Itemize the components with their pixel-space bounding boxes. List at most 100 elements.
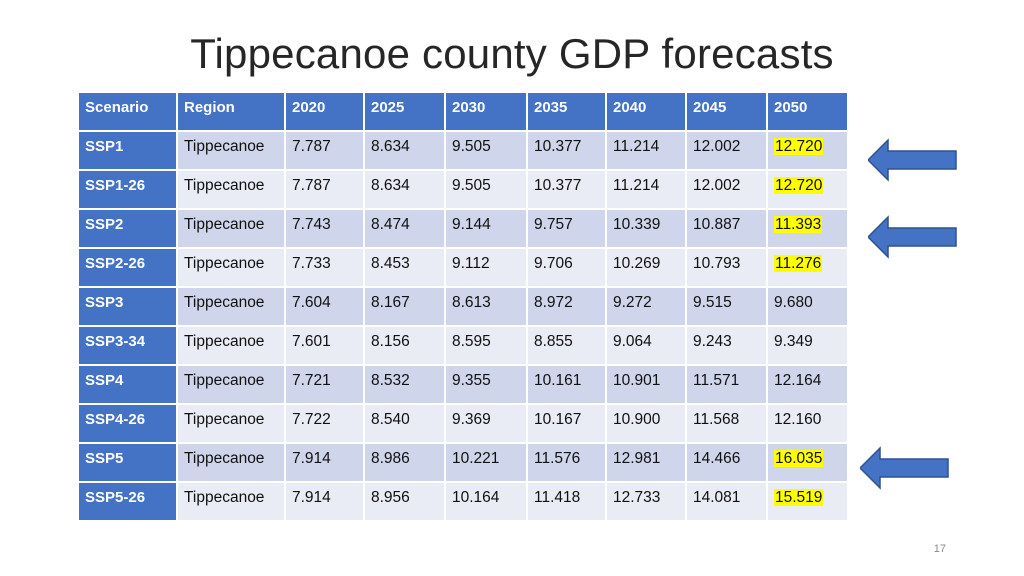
cell-2030: 10.164 (444, 481, 528, 522)
cell-region: Tippecanoe (176, 403, 286, 444)
cell-2030: 9.355 (444, 364, 528, 405)
table-row: SSP5 Tippecanoe 7.914 8.986 10.221 11.576 12.9… (77, 442, 849, 483)
cell-region: Tippecanoe (176, 130, 286, 171)
cell-2045: 14.081 (685, 481, 768, 522)
table-row: SSP1-26 Tippecanoe 7.787 8.634 9.505 10.377 11… (77, 169, 849, 210)
header-2045: 2045 (685, 91, 768, 132)
cell-2035: 8.972 (526, 286, 607, 327)
cell-2040: 9.272 (605, 286, 687, 327)
cell-2030: 8.595 (444, 325, 528, 366)
cell-2050: 9.349 (766, 325, 849, 366)
table-row: SSP4-26 Tippecanoe 7.722 8.540 9.369 10.167 10… (77, 403, 849, 444)
header-2050: 2050 (766, 91, 849, 132)
cell-2050: 12.720 (766, 130, 849, 171)
highlighted-value: 11.393 (774, 216, 823, 233)
arrow-left-icon (860, 446, 949, 490)
cell-2030: 9.505 (444, 130, 528, 171)
cell-scenario: SSP2 (77, 208, 178, 249)
highlighted-value: 11.276 (774, 255, 823, 272)
cell-scenario: SSP4-26 (77, 403, 178, 444)
cell-2025: 8.956 (363, 481, 446, 522)
cell-2025: 8.540 (363, 403, 446, 444)
cell-2030: 9.144 (444, 208, 528, 249)
header-region: Region (176, 91, 286, 132)
cell-2050: 9.680 (766, 286, 849, 327)
cell-2040: 10.339 (605, 208, 687, 249)
cell-2040: 10.269 (605, 247, 687, 288)
highlighted-value: 16.035 (774, 450, 824, 467)
table-row: SSP4 Tippecanoe 7.721 8.532 9.355 10.161 10.90… (77, 364, 849, 405)
cell-2045: 12.002 (685, 130, 768, 171)
cell-2045: 10.887 (685, 208, 768, 249)
table-row: SSP2-26 Tippecanoe 7.733 8.453 9.112 9.706 10.… (77, 247, 849, 288)
cell-2020: 7.604 (284, 286, 365, 327)
page-number: 17 (933, 543, 946, 555)
cell-2020: 7.787 (284, 169, 365, 210)
cell-2025: 8.474 (363, 208, 446, 249)
cell-2035: 10.161 (526, 364, 607, 405)
cell-2050: 11.276 (766, 247, 849, 288)
cell-2035: 9.757 (526, 208, 607, 249)
cell-scenario: SSP2-26 (77, 247, 178, 288)
cell-2025: 8.453 (363, 247, 446, 288)
cell-2020: 7.914 (284, 481, 365, 522)
header-scenario: Scenario (77, 91, 178, 132)
cell-2045: 9.243 (685, 325, 768, 366)
cell-2050: 12.160 (766, 403, 849, 444)
cell-scenario: SSP5 (77, 442, 178, 483)
table-row: SSP3-34 Tippecanoe 7.601 8.156 8.595 8.855 9.0… (77, 325, 849, 366)
highlighted-value: 12.720 (774, 138, 824, 155)
cell-2025: 8.532 (363, 364, 446, 405)
cell-2040: 12.733 (605, 481, 687, 522)
cell-scenario: SSP1-26 (77, 169, 178, 210)
cell-2040: 9.064 (605, 325, 687, 366)
cell-2035: 10.377 (526, 130, 607, 171)
cell-2030: 8.613 (444, 286, 528, 327)
cell-2025: 8.634 (363, 130, 446, 171)
cell-2020: 7.743 (284, 208, 365, 249)
cell-2030: 9.505 (444, 169, 528, 210)
cell-2020: 7.733 (284, 247, 365, 288)
cell-region: Tippecanoe (176, 208, 286, 249)
cell-2050: 16.035 (766, 442, 849, 483)
cell-2030: 10.221 (444, 442, 528, 483)
cell-2035: 11.576 (526, 442, 607, 483)
cell-2040: 10.901 (605, 364, 687, 405)
cell-2045: 14.466 (685, 442, 768, 483)
cell-2050: 15.519 (766, 481, 849, 522)
cell-2035: 9.706 (526, 247, 607, 288)
cell-2020: 7.721 (284, 364, 365, 405)
table-header-row: Scenario Region 2020 2025 2030 2035 2040… (77, 91, 849, 132)
cell-region: Tippecanoe (176, 169, 286, 210)
cell-2025: 8.986 (363, 442, 446, 483)
cell-region: Tippecanoe (176, 247, 286, 288)
cell-2025: 8.167 (363, 286, 446, 327)
cell-region: Tippecanoe (176, 364, 286, 405)
cell-2035: 11.418 (526, 481, 607, 522)
cell-2020: 7.722 (284, 403, 365, 444)
cell-2045: 12.002 (685, 169, 768, 210)
table-row: SSP1 Tippecanoe 7.787 8.634 9.505 10.377 11.21… (77, 130, 849, 171)
cell-scenario: SSP4 (77, 364, 178, 405)
cell-2050: 12.720 (766, 169, 849, 210)
cell-2030: 9.369 (444, 403, 528, 444)
cell-2050: 11.393 (766, 208, 849, 249)
cell-region: Tippecanoe (176, 286, 286, 327)
cell-scenario: SSP1 (77, 130, 178, 171)
cell-2050: 12.164 (766, 364, 849, 405)
cell-2020: 7.914 (284, 442, 365, 483)
header-2030: 2030 (444, 91, 528, 132)
cell-2040: 11.214 (605, 130, 687, 171)
cell-2025: 8.634 (363, 169, 446, 210)
cell-scenario: SSP3 (77, 286, 178, 327)
cell-2020: 7.787 (284, 130, 365, 171)
cell-2030: 9.112 (444, 247, 528, 288)
header-2035: 2035 (526, 91, 607, 132)
cell-region: Tippecanoe (176, 442, 286, 483)
cell-2045: 11.571 (685, 364, 768, 405)
cell-2035: 8.855 (526, 325, 607, 366)
table-row: SSP5-26 Tippecanoe 7.914 8.956 10.164 11.418 1… (77, 481, 849, 522)
cell-region: Tippecanoe (176, 481, 286, 522)
cell-2045: 11.568 (685, 403, 768, 444)
cell-scenario: SSP5-26 (77, 481, 178, 522)
